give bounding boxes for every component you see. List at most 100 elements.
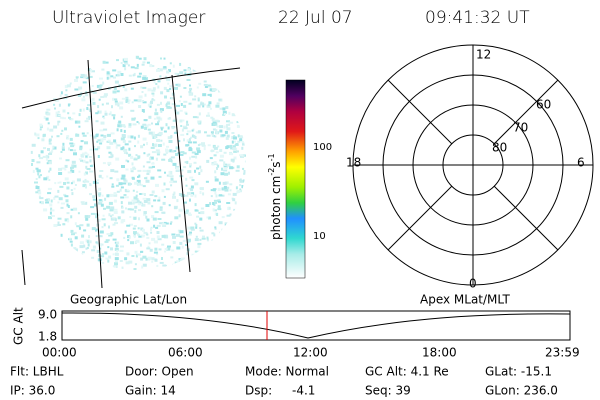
- speckle: [178, 140, 181, 143]
- speckle: [100, 121, 105, 125]
- speckle: [142, 137, 147, 141]
- speckle: [53, 125, 58, 129]
- speckle: [101, 103, 104, 106]
- speckle: [81, 202, 86, 205]
- speckle: [186, 133, 189, 136]
- speckle: [110, 169, 115, 173]
- speckle: [61, 129, 64, 132]
- speckle: [141, 265, 144, 269]
- speckle: [144, 93, 147, 97]
- speckle: [125, 207, 127, 210]
- speckle: [172, 119, 176, 122]
- speckle: [67, 103, 70, 107]
- speckle: [112, 238, 117, 241]
- speckle: [137, 233, 141, 236]
- speckle: [106, 140, 111, 143]
- speckle: [108, 113, 111, 116]
- speckle: [92, 91, 97, 94]
- speckle: [136, 179, 141, 183]
- speckle: [38, 191, 42, 195]
- speckle: [169, 87, 172, 90]
- speckle: [189, 88, 193, 90]
- speckle: [233, 135, 236, 138]
- speckle: [68, 237, 72, 240]
- speckle: [215, 163, 218, 166]
- speckle: [48, 153, 52, 155]
- speckle: [130, 135, 134, 139]
- speckle: [192, 141, 197, 144]
- speckle: [152, 145, 157, 148]
- mlt-label: 0: [469, 277, 477, 291]
- speckle: [99, 77, 103, 80]
- speckle: [53, 197, 56, 200]
- speckle: [160, 127, 163, 131]
- speckle: [56, 135, 60, 138]
- speckle: [47, 159, 52, 162]
- speckle: [95, 213, 99, 216]
- speckle: [198, 211, 202, 214]
- speckle: [111, 214, 114, 217]
- speckle: [159, 108, 164, 112]
- speckle: [129, 216, 132, 218]
- speckle: [49, 211, 52, 215]
- speckle: [137, 134, 140, 138]
- speckle: [38, 154, 41, 158]
- speckle: [202, 192, 205, 196]
- speckle: [76, 225, 81, 228]
- speckle: [239, 138, 243, 142]
- speckle: [116, 249, 119, 252]
- speckle: [154, 108, 157, 112]
- speckle: [201, 237, 206, 240]
- speckle: [199, 227, 202, 229]
- speckle: [178, 193, 182, 196]
- speckle: [81, 253, 84, 257]
- speckle: [183, 201, 187, 204]
- speckle: [176, 246, 181, 250]
- speckle: [46, 175, 50, 179]
- speckle: [60, 132, 63, 135]
- speckle: [154, 112, 159, 116]
- speckle: [216, 213, 219, 216]
- speckle: [78, 113, 81, 117]
- speckle: [124, 188, 127, 192]
- speckle: [130, 66, 135, 69]
- speckle: [187, 68, 191, 72]
- speckle: [133, 157, 137, 160]
- speckle: [115, 244, 118, 248]
- speckle: [138, 72, 142, 75]
- speckle: [163, 182, 166, 186]
- speckle: [62, 142, 65, 146]
- speckle: [114, 218, 117, 222]
- speckle: [96, 219, 101, 222]
- speckle: [40, 174, 42, 177]
- speckle: [188, 102, 192, 105]
- speckle: [87, 68, 91, 72]
- speckle: [59, 181, 62, 184]
- speckle: [180, 133, 185, 136]
- speckle: [229, 213, 232, 216]
- speckle: [69, 240, 73, 243]
- speckle: [191, 155, 196, 158]
- speckle: [48, 139, 51, 143]
- speckle: [226, 145, 230, 149]
- speckle: [179, 109, 183, 112]
- speckle: [52, 145, 55, 149]
- speckle: [155, 134, 159, 136]
- speckle: [196, 167, 200, 170]
- speckle: [70, 118, 74, 121]
- speckle: [186, 120, 189, 124]
- speckle: [69, 142, 74, 145]
- speckle: [194, 238, 199, 242]
- speckle: [123, 129, 126, 133]
- speckle: [199, 229, 204, 232]
- speckle: [130, 155, 134, 159]
- speckle: [120, 73, 124, 76]
- speckle: [189, 176, 194, 179]
- speckle: [199, 238, 202, 241]
- speckle: [225, 163, 227, 166]
- speckle: [160, 109, 163, 113]
- speckle: [156, 235, 160, 239]
- speckle: [157, 199, 161, 202]
- speckle: [187, 238, 191, 242]
- speckle: [129, 183, 132, 186]
